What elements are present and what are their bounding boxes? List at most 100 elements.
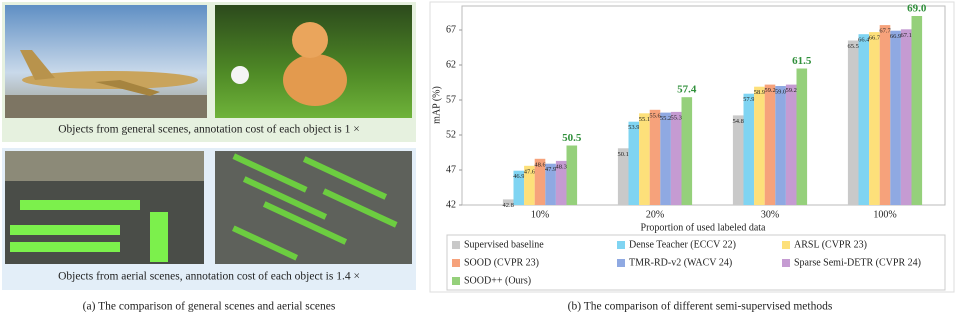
value-label: 55.6 (649, 112, 661, 119)
bar (858, 34, 870, 206)
bar (502, 199, 514, 205)
bar (869, 32, 880, 205)
runway (5, 95, 207, 118)
value-label: 48.6 (534, 161, 546, 168)
kitten-body (283, 54, 347, 106)
legend-label: TMR-RD-v2 (WACV 24) (629, 257, 732, 268)
bar (847, 40, 859, 205)
aerial-photo-2 (215, 151, 412, 264)
legend-swatch (782, 241, 790, 249)
bar (617, 148, 629, 205)
bar (670, 111, 682, 205)
bar (890, 30, 901, 206)
value-label: 55.3 (671, 114, 682, 121)
value-label: 65.5 (848, 43, 859, 50)
legend-swatch (452, 241, 460, 249)
legend-box (446, 234, 946, 291)
y-tick-label: 62 (446, 59, 456, 70)
value-label: 50.1 (618, 151, 629, 158)
value-label: 58.9 (754, 89, 765, 96)
value-label: 53.9 (628, 124, 639, 131)
value-label: 59.2 (786, 87, 797, 94)
value-label: 67.1 (901, 32, 912, 39)
airplane (22, 71, 198, 89)
legend-label: ARSL (CVPR 23) (794, 239, 867, 250)
bar (545, 163, 556, 205)
value-label: 57.9 (743, 96, 754, 103)
legend-label: Sparse Semi-DETR (CVPR 24) (794, 257, 921, 268)
bar (524, 165, 535, 205)
bar (660, 112, 671, 205)
bar (566, 145, 578, 205)
value-label: 42.8 (503, 202, 514, 209)
y-axis-label: mAP (%) (431, 86, 442, 124)
y-tick-label: 52 (446, 129, 456, 140)
bar (900, 29, 912, 205)
caption: Objects from aerial scenes, annotation c… (58, 271, 360, 283)
bar (513, 170, 525, 205)
legend-swatch (452, 277, 460, 285)
bar (785, 84, 797, 205)
x-tick-label: 30% (761, 209, 779, 220)
value-label: 47.9 (545, 166, 556, 173)
legend-swatch (452, 259, 460, 267)
plot-frame (461, 5, 946, 206)
bar (628, 121, 640, 205)
bar (534, 158, 546, 205)
y-tick-label: 42 (446, 199, 456, 210)
highlight-value-label: 61.5 (792, 55, 812, 67)
highlight-value-label: 57.4 (677, 84, 697, 96)
airplane-wing (95, 80, 160, 96)
value-label: 66.9 (890, 33, 901, 40)
bar (732, 115, 744, 205)
legend-label: SOOD (CVPR 23) (464, 257, 539, 268)
airplane-tail (20, 50, 55, 80)
value-label: 59.2 (764, 87, 775, 94)
x-axis-label: Proportion of used labeled data (641, 222, 767, 233)
bar (743, 93, 755, 205)
y-tick-label: 47 (446, 164, 456, 175)
highlight-value-label: 69.0 (907, 3, 927, 15)
bar (649, 109, 661, 205)
kitten-head (292, 22, 328, 58)
car-boxes-2 (232, 153, 398, 261)
legend-label: SOOD++ (Ours) (464, 275, 531, 286)
bar (555, 160, 567, 205)
figure-caption: (a) The comparison of general scenes and… (83, 301, 336, 313)
flower (231, 66, 249, 84)
highlight-value-label: 50.5 (562, 132, 582, 144)
value-label: 46.9 (513, 173, 524, 180)
bar (754, 86, 765, 205)
bar (911, 16, 923, 205)
value-label: 55.2 (660, 115, 671, 122)
bar (879, 25, 891, 205)
legend-swatch (617, 241, 625, 249)
value-label: 48.3 (556, 163, 567, 170)
legend-swatch (617, 259, 625, 267)
value-label: 66.4 (858, 37, 870, 44)
legend-swatch (782, 259, 790, 267)
car-boxes (10, 200, 168, 262)
value-label: 47.6 (524, 168, 536, 175)
value-label: 67.7 (879, 28, 891, 35)
bar (775, 86, 786, 205)
legend-label: Dense Teacher (ECCV 22) (629, 239, 736, 250)
bar (639, 113, 650, 205)
y-tick-label: 67 (446, 24, 456, 35)
field (5, 151, 204, 181)
x-tick-label: 10% (531, 209, 549, 220)
value-label: 59.0 (775, 88, 786, 95)
bar (764, 84, 776, 205)
bar (681, 97, 693, 205)
value-label: 66.7 (869, 35, 881, 42)
x-tick-label: 20% (646, 209, 664, 220)
legend-label: Supervised baseline (464, 239, 544, 250)
value-label: 55.1 (639, 116, 650, 123)
figure-caption: (b) The comparison of different semi-sup… (568, 301, 833, 313)
x-tick-label: 100% (873, 209, 896, 220)
y-tick-label: 57 (446, 94, 456, 105)
value-label: 54.8 (733, 118, 744, 125)
caption: Objects from general scenes, annotation … (58, 124, 360, 136)
